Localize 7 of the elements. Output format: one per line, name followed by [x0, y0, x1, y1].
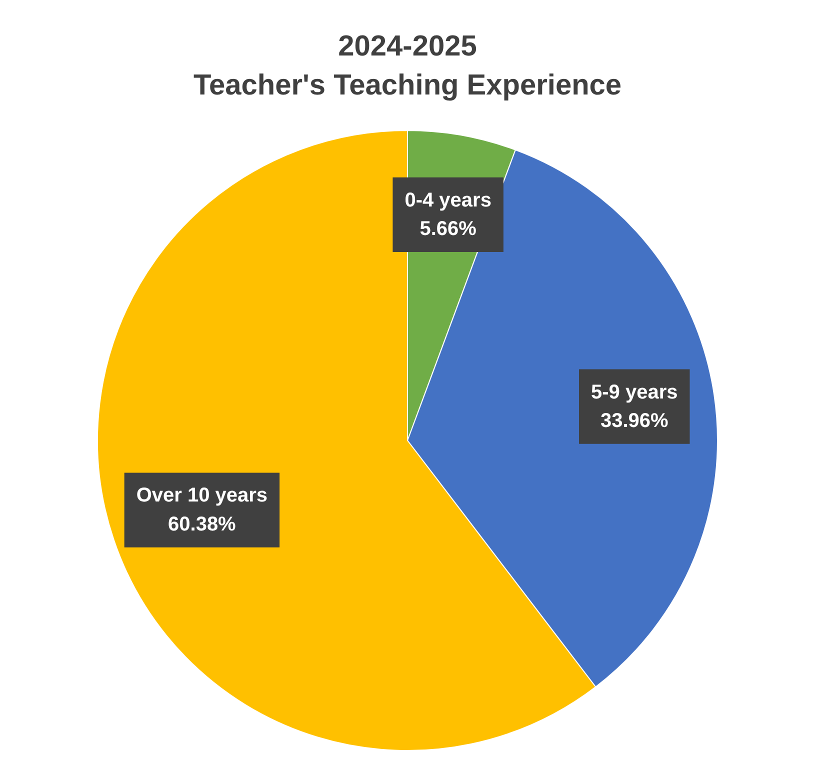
slice-label: Over 10 years [136, 484, 268, 507]
data-label: 33.96% [600, 410, 669, 432]
slice-label: 5-9 years [591, 381, 678, 404]
data-label: 5.66% [420, 218, 477, 240]
chart-title: 2024-2025 Teacher's Teaching Experience [193, 30, 622, 102]
slice-label: 0-4 years [404, 189, 492, 212]
data-label: 60.38% [168, 513, 236, 536]
